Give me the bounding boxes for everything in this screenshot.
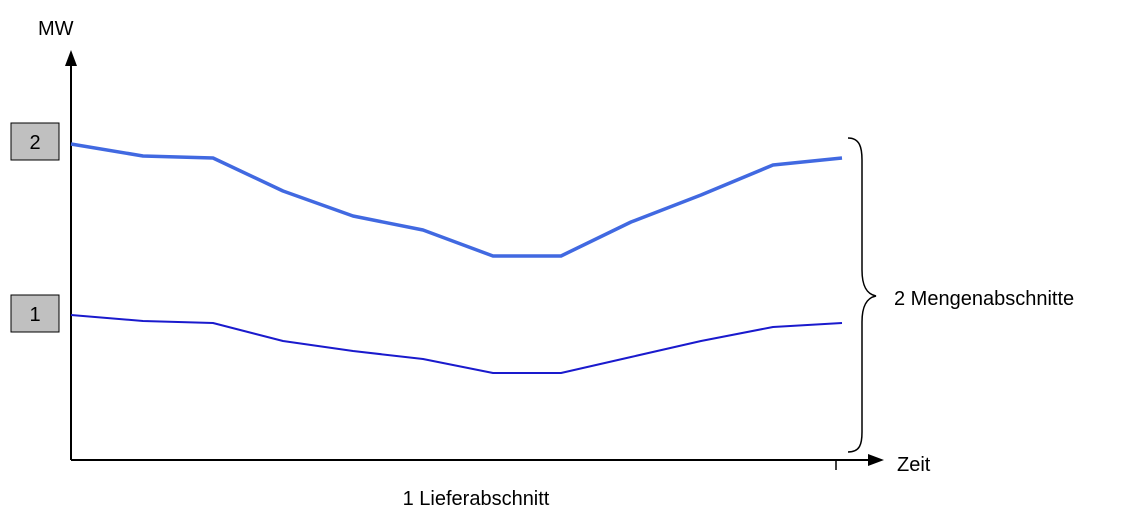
level-box-2-label: 2: [29, 132, 40, 154]
upper-load-line: [70, 142, 843, 258]
level-box-1-label: 1: [29, 304, 40, 326]
delivery-section-label: 1 Lieferabschnitt: [403, 488, 550, 510]
lower-load-line: [70, 314, 843, 374]
x-axis-arrow-icon: [868, 454, 884, 466]
quantity-sections-label: 2 Mengenabschnitte: [894, 288, 1074, 310]
quantity-sections-brace: [847, 137, 877, 453]
y-axis-label: MW: [38, 18, 74, 40]
level-box-1: [10, 294, 60, 333]
level-box-2: [10, 122, 60, 161]
x-axis-label: Zeit: [897, 454, 931, 476]
y-axis-arrow-icon: [65, 50, 77, 66]
